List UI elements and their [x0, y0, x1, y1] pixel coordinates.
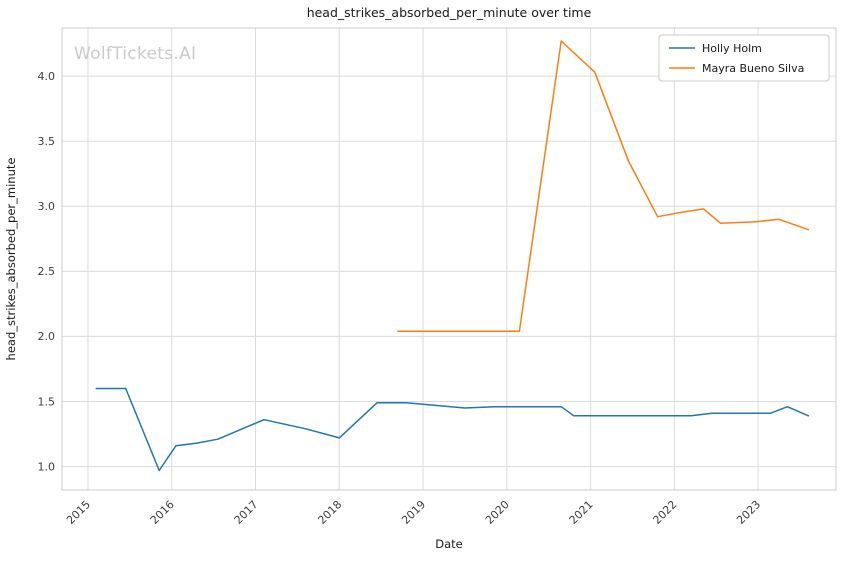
x-tick-label: 2016: [148, 498, 177, 527]
gridlines: [62, 28, 836, 490]
series-line-holly-holm: [95, 387, 810, 472]
y-tick-label: 3.0: [38, 200, 56, 213]
y-tick-label: 1.5: [38, 395, 56, 408]
legend-box: [658, 34, 830, 82]
legend-label-mayra-bueno-silva: Mayra Bueno Silva: [702, 62, 804, 75]
y-tick-label: 2.5: [38, 265, 56, 278]
legend-label-holly-holm: Holly Holm: [702, 42, 762, 55]
plot-border: [61, 27, 837, 491]
x-axis-label: Date: [435, 537, 463, 551]
x-tick-label: 2023: [734, 498, 763, 527]
x-tick-label: 2022: [650, 498, 679, 527]
x-tick-label: 2018: [315, 498, 344, 527]
x-tick-label: 2015: [64, 498, 93, 527]
y-tick-label: 3.5: [38, 135, 56, 148]
series-line-mayra-bueno-silva: [397, 40, 810, 332]
x-tick-label: 2017: [232, 498, 261, 527]
chart-title: head_strikes_absorbed_per_minute over ti…: [307, 5, 592, 20]
y-axis-label: head_strikes_absorbed_per_minute: [4, 158, 18, 361]
x-tick-label: 2020: [483, 498, 512, 527]
y-tick-label: 1.0: [38, 460, 56, 473]
x-tick-label: 2019: [399, 498, 428, 527]
legend: Holly Holm Mayra Bueno Silva: [658, 34, 830, 82]
y-tick-label: 2.0: [38, 330, 56, 343]
x-tick-label: 2021: [567, 498, 596, 527]
y-tick-label: 4.0: [38, 70, 56, 83]
